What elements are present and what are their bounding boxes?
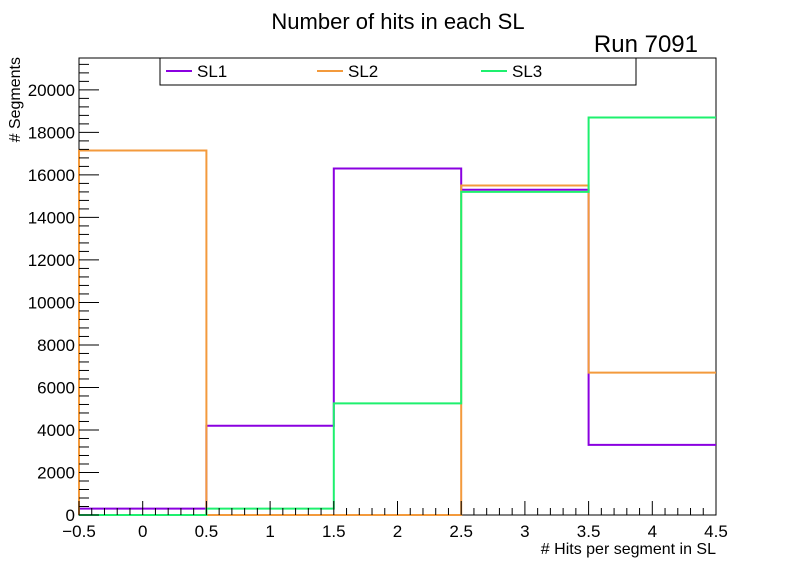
legend: SL1 SL2 SL3 — [159, 57, 637, 86]
y-tick-label: 14000 — [28, 208, 75, 227]
legend-label-sl3: SL3 — [512, 62, 542, 81]
series-sl3-line — [79, 116, 716, 516]
chart-title: Number of hits in each SL — [271, 9, 524, 34]
y-tick-label: 6000 — [37, 378, 75, 397]
x-tick-label: 1.5 — [322, 522, 346, 541]
x-tick-label: −0.5 — [62, 522, 96, 541]
x-tick-label: 4.5 — [704, 522, 728, 541]
series-sl2-line — [78, 149, 716, 516]
series-layer — [78, 116, 716, 516]
y-tick-label: 18000 — [28, 123, 75, 142]
x-tick-label: 3.5 — [577, 522, 601, 541]
y-tick-label: 16000 — [28, 166, 75, 185]
y-tick-label: 4000 — [37, 421, 75, 440]
y-tick-label: 20000 — [28, 81, 75, 100]
x-tick-label: 1 — [265, 522, 274, 541]
x-tick-label: 2 — [393, 522, 402, 541]
plot-area-border — [78, 57, 717, 516]
x-axis-label: # Hits per segment in SL — [541, 541, 716, 558]
x-tick-label: 2.5 — [449, 522, 473, 541]
axes: −0.5 0 0.5 1 1.5 2 2.5 3 3.5 4 4.50200040006000800… — [28, 63, 728, 541]
y-tick-label: 8000 — [37, 336, 75, 355]
x-tick-label: 3 — [520, 522, 529, 541]
legend-label-sl1: SL1 — [197, 62, 227, 81]
series-sl1-line — [78, 167, 716, 515]
x-tick-label: 0.5 — [195, 522, 219, 541]
y-tick-label: 0 — [66, 506, 75, 525]
y-axis-label: # Segments — [7, 57, 24, 142]
x-tick-label: 4 — [648, 522, 657, 541]
run-label: Run 7091 — [594, 31, 698, 58]
legend-box — [159, 57, 637, 86]
y-tick-label: 10000 — [28, 293, 75, 312]
plot-frame — [78, 57, 717, 516]
legend-label-sl2: SL2 — [348, 62, 378, 81]
y-tick-label: 2000 — [37, 463, 75, 482]
y-tick-label: 12000 — [28, 251, 75, 270]
x-tick-label: 0 — [138, 522, 147, 541]
